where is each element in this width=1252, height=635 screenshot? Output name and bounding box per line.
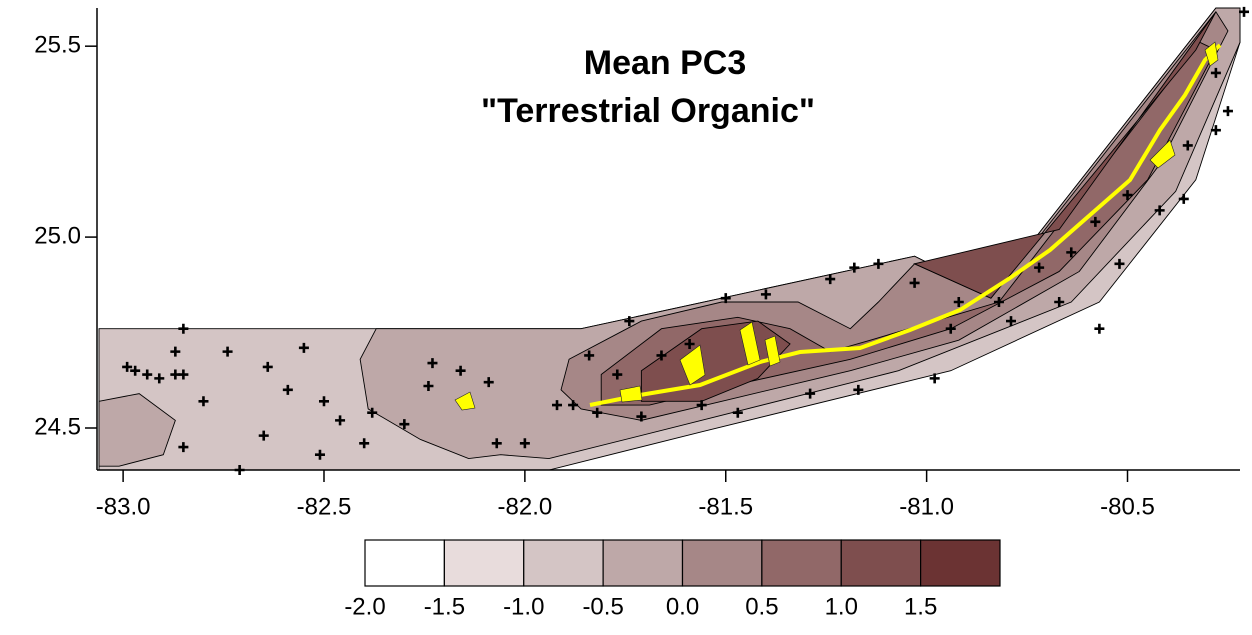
x-tick-label: -81.0 — [899, 493, 954, 520]
station — [1114, 258, 1125, 269]
station — [262, 361, 273, 372]
station — [1054, 297, 1065, 307]
station — [298, 342, 309, 353]
station — [142, 369, 153, 380]
station — [873, 258, 884, 269]
y-tick-label: 25.0 — [34, 222, 81, 249]
station — [519, 438, 530, 449]
station — [732, 407, 743, 418]
station — [684, 339, 695, 349]
station — [130, 365, 141, 376]
legend-label: 0.0 — [666, 593, 699, 620]
station — [612, 369, 623, 380]
station — [258, 430, 269, 441]
chart-title: "Terrestrial Organic" — [481, 92, 815, 130]
station — [282, 384, 293, 395]
station — [1066, 247, 1077, 258]
station — [1090, 216, 1101, 227]
color-legend: -2.0 -1.5 -1.0 -0.5 0.0 0.5 1.0 1.5 — [344, 539, 1001, 620]
station — [1210, 125, 1221, 136]
stations — [122, 6, 1250, 475]
station — [1154, 205, 1165, 216]
station — [656, 350, 667, 361]
legend-label: 1.5 — [904, 593, 937, 620]
station — [1210, 67, 1221, 78]
station — [367, 407, 378, 418]
x-tick-label: -82.5 — [297, 493, 352, 520]
station — [592, 407, 603, 418]
station — [314, 449, 325, 460]
y-tick-label: 25.5 — [34, 32, 81, 59]
station — [1034, 262, 1045, 273]
station — [993, 297, 1004, 307]
contour-region — [98, 393, 176, 467]
station — [624, 316, 635, 327]
legend-swatch — [920, 539, 1001, 587]
station — [825, 274, 836, 285]
station — [909, 277, 920, 288]
station — [455, 365, 466, 376]
station — [1122, 190, 1133, 201]
station — [568, 400, 579, 411]
station — [1094, 323, 1105, 334]
chart-title: Mean PC3 — [584, 44, 747, 82]
station — [929, 373, 940, 384]
station — [399, 419, 410, 430]
legend-swatch — [681, 539, 763, 587]
station — [335, 415, 346, 426]
station — [122, 361, 133, 372]
x-tick-label: -80.5 — [1100, 493, 1155, 520]
station — [953, 297, 964, 307]
station — [1182, 140, 1193, 151]
y-tick-label: 24.5 — [34, 413, 81, 440]
station — [1239, 6, 1250, 17]
station — [423, 381, 434, 391]
station — [552, 400, 563, 411]
station — [359, 438, 370, 449]
station — [491, 438, 502, 449]
station — [1178, 193, 1189, 204]
legend-swatch — [840, 539, 922, 587]
station — [720, 293, 731, 304]
station — [805, 388, 816, 399]
station — [1006, 316, 1016, 327]
station — [853, 384, 864, 395]
legend-label: -2.0 — [344, 593, 385, 620]
station — [154, 373, 165, 384]
station — [483, 377, 494, 388]
station — [178, 323, 189, 334]
x-tick-label: -81.5 — [698, 493, 753, 520]
station — [178, 369, 189, 380]
legend-swatch — [602, 539, 684, 587]
legend-swatch — [523, 539, 604, 587]
station — [222, 346, 233, 357]
station — [170, 346, 181, 357]
station — [318, 396, 329, 407]
station — [636, 411, 647, 422]
legend-swatch — [443, 539, 525, 587]
legend-swatch — [761, 539, 842, 587]
legend-label: 0.5 — [745, 593, 778, 620]
islands — [454, 41, 1222, 411]
legend-swatch — [364, 539, 445, 587]
legend-label: 1.0 — [825, 593, 858, 620]
x-tick-label: -82.0 — [498, 493, 553, 520]
station — [1222, 106, 1233, 117]
legend-label: -1.5 — [424, 593, 465, 620]
station — [584, 350, 595, 361]
station — [178, 442, 189, 453]
contour-region — [913, 11, 1217, 299]
station — [945, 323, 956, 334]
x-tick-label: -83.0 — [96, 493, 151, 520]
station — [427, 358, 438, 369]
station — [198, 396, 209, 407]
station — [760, 289, 771, 300]
legend-label: -0.5 — [582, 593, 623, 620]
station — [696, 400, 707, 411]
station — [849, 262, 860, 273]
legend-label: -1.0 — [503, 593, 544, 620]
